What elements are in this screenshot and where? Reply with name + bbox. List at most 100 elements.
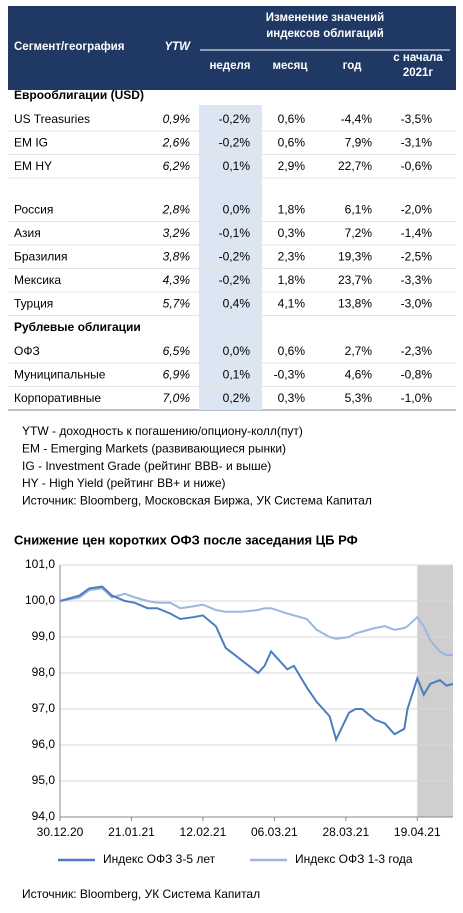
cell: 4,6% <box>345 368 373 382</box>
week-column-shade <box>199 105 262 410</box>
x-tick-label: 19.04.21 <box>394 825 441 839</box>
cell: 4,1% <box>278 297 306 311</box>
x-tick-label: 12.02.21 <box>180 825 227 839</box>
header-col: 2021г <box>403 67 434 79</box>
cell: 23,7% <box>338 273 372 287</box>
cell: -3,3% <box>401 273 433 287</box>
x-tick-label: 30.12.20 <box>37 825 84 839</box>
y-tick-label: 94,0 <box>32 809 56 823</box>
row-label: Турция <box>14 297 53 311</box>
note: HY - High Yield (рейтинг BB+ и ниже) <box>22 476 225 490</box>
cell: 2,8% <box>162 203 191 217</box>
cell: 0,4% <box>223 297 251 311</box>
cell: 3,8% <box>163 250 191 264</box>
x-tick-label: 06.03.21 <box>251 825 298 839</box>
cell: 7,0% <box>163 391 191 405</box>
row-label: Азия <box>14 226 41 240</box>
x-tick-label: 21.01.21 <box>108 825 155 839</box>
cell: -0,8% <box>401 368 433 382</box>
cell: 0,1% <box>223 368 251 382</box>
cell: 0,0% <box>223 203 251 217</box>
cell: -2,5% <box>401 250 433 264</box>
cell: 4,3% <box>163 273 191 287</box>
y-tick-label: 96,0 <box>32 737 56 751</box>
cell: 19,3% <box>338 250 372 264</box>
header-ytw: YTW <box>164 41 191 53</box>
cell: 0,6% <box>278 136 306 150</box>
row-label: Корпоративные <box>14 391 101 405</box>
legend-label: Индекс ОФЗ 3-5 лет <box>103 852 216 866</box>
header-group: индексов облигаций <box>266 28 384 40</box>
chart-source: Источник: Bloomberg, УК Система Капитал <box>22 887 260 901</box>
header-group: Изменение значений <box>266 12 384 24</box>
cell: 22,7% <box>338 159 372 173</box>
cell: 6,9% <box>163 368 191 382</box>
legend-label: Индекс ОФЗ 1-3 года <box>295 852 413 866</box>
cell: 0,0% <box>223 344 251 358</box>
row-label: Муниципальные <box>14 368 106 382</box>
cell: -0,2% <box>219 250 251 264</box>
row-label: EM HY <box>14 159 52 173</box>
row-label: US Treasuries <box>14 112 90 126</box>
y-tick-label: 100,0 <box>25 593 55 607</box>
table-header-bg <box>8 6 456 90</box>
cell: 6,5% <box>163 344 191 358</box>
chart-title: Снижение цен коротких ОФЗ после заседани… <box>14 532 358 547</box>
section-title: Еврооблигации (USD) <box>14 88 144 102</box>
header-col: с начала <box>393 52 443 64</box>
cell: 0,2% <box>223 391 251 405</box>
cell: -0,2% <box>219 273 251 287</box>
series-line <box>59 585 454 743</box>
cell: 3,2% <box>163 226 191 240</box>
cell: 1,8% <box>278 203 306 217</box>
cell: -0,6% <box>401 159 433 173</box>
note: IG - Investment Grade (рейтинг BBB- и вы… <box>22 459 271 473</box>
cell: -4,4% <box>341 112 373 126</box>
cell: -3,1% <box>401 136 433 150</box>
cell: 7,9% <box>345 136 373 150</box>
header-col: неделя <box>209 60 250 72</box>
row-label: ОФЗ <box>14 344 40 358</box>
cell: -0,3% <box>274 368 306 382</box>
row-label: EM IG <box>14 136 48 150</box>
cell: 6,2% <box>163 159 191 173</box>
y-tick-label: 97,0 <box>32 701 56 715</box>
cell: -3,5% <box>401 112 433 126</box>
header-col: год <box>343 60 363 72</box>
section-title: Рублевые облигации <box>14 320 141 334</box>
cell: 0,1% <box>223 159 251 173</box>
cell: 7,2% <box>345 226 373 240</box>
cell: -1,0% <box>401 391 433 405</box>
cell: 13,8% <box>338 297 372 311</box>
cell: 2,9% <box>278 159 306 173</box>
note: YTW - доходность к погашению/опциону-кол… <box>22 424 303 438</box>
row-label: Россия <box>14 203 53 217</box>
y-tick-label: 99,0 <box>32 629 56 643</box>
series-line <box>59 587 453 656</box>
y-tick-label: 98,0 <box>32 665 56 679</box>
cell: -1,4% <box>401 226 433 240</box>
cell: 5,7% <box>163 297 191 311</box>
cell: 0,3% <box>278 226 306 240</box>
cell: 6,1% <box>345 203 373 217</box>
cell: 0,6% <box>278 344 306 358</box>
cell: 2,7% <box>345 344 373 358</box>
note: EM - Emerging Markets (развивающиеся рын… <box>22 441 286 455</box>
cell: 0,6% <box>278 112 306 126</box>
cell: -0,2% <box>219 112 251 126</box>
y-tick-label: 95,0 <box>32 773 56 787</box>
row-label: Мексика <box>14 273 61 287</box>
cell: -0,1% <box>219 226 251 240</box>
cell: -3,0% <box>401 297 433 311</box>
cell: 5,3% <box>345 391 373 405</box>
header-segment: Сегмент/география <box>14 41 124 53</box>
cell: 2,3% <box>278 250 306 264</box>
row-label: Бразилия <box>14 250 68 264</box>
cell: 1,8% <box>278 273 306 287</box>
x-tick-label: 28.03.21 <box>322 825 369 839</box>
cell: -0,2% <box>219 136 251 150</box>
cell: 0,3% <box>278 391 306 405</box>
cell: -2,3% <box>401 344 433 358</box>
